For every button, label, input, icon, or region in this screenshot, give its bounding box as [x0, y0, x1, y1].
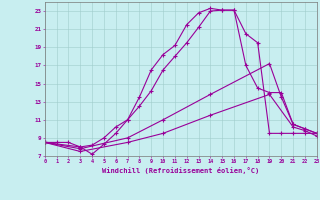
X-axis label: Windchill (Refroidissement éolien,°C): Windchill (Refroidissement éolien,°C) — [102, 167, 260, 174]
